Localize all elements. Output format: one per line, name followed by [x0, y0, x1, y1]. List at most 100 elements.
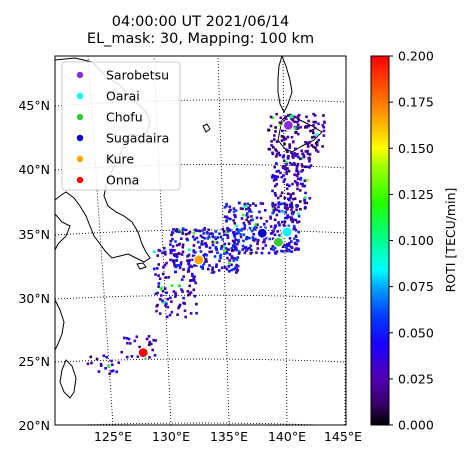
roti-point [233, 245, 237, 248]
roti-point [99, 362, 103, 366]
roti-point [277, 202, 280, 206]
station-marker-chofu [272, 236, 284, 248]
roti-point [305, 142, 309, 145]
roti-point [293, 227, 296, 230]
roti-point [233, 213, 236, 217]
roti-point [176, 313, 179, 316]
roti-point [317, 138, 320, 142]
roti-point [305, 124, 308, 128]
roti-point [178, 305, 181, 308]
roti-point [169, 258, 172, 262]
roti-point [312, 120, 315, 124]
roti-point [286, 214, 289, 217]
roti-point [309, 129, 312, 133]
parallel-50 [55, 36, 346, 45]
roti-point [286, 192, 290, 195]
roti-point [293, 163, 297, 166]
roti-point [307, 156, 311, 160]
roti-point [300, 149, 303, 153]
roti-point [199, 250, 203, 253]
roti-point [189, 312, 193, 315]
roti-point [229, 208, 232, 212]
roti-point [272, 209, 276, 212]
roti-point [280, 249, 283, 253]
roti-point [271, 116, 275, 119]
roti-point [288, 146, 291, 149]
roti-point [306, 165, 309, 169]
roti-point [273, 233, 277, 237]
legend-marker-onna [76, 176, 84, 184]
roti-point [252, 202, 255, 205]
roti-point [211, 232, 214, 236]
roti-point [229, 217, 232, 221]
roti-point [289, 194, 293, 197]
roti-point [275, 250, 279, 253]
lon-label-145: 145°E [324, 429, 362, 444]
island-coast [202, 123, 211, 133]
roti-point [201, 229, 205, 232]
legend-label-kure: Kure [106, 152, 134, 167]
roti-point [239, 228, 242, 232]
roti-point [228, 205, 232, 208]
roti-point [255, 226, 258, 229]
roti-point [90, 361, 93, 365]
lon-label-130: 130°E [152, 429, 190, 444]
roti-point [272, 145, 275, 149]
roti-point [296, 183, 299, 187]
roti-point [315, 149, 318, 152]
china-coast-south [55, 299, 65, 351]
roti-point [271, 152, 275, 156]
roti-point [164, 253, 167, 256]
roti-point [245, 214, 248, 217]
station-marker-sarobetsu [282, 119, 294, 131]
roti-point [304, 196, 307, 199]
roti-point [274, 184, 277, 188]
roti-point [299, 200, 302, 203]
roti-point [129, 342, 132, 345]
roti-point [174, 293, 178, 297]
roti-point [271, 211, 274, 215]
roti-point [174, 229, 178, 233]
roti-point [256, 242, 259, 246]
roti-point [285, 160, 288, 164]
roti-point [225, 215, 228, 219]
roti-point [275, 155, 278, 158]
roti-point [286, 135, 290, 139]
roti-point [173, 249, 176, 252]
roti-point [174, 291, 177, 295]
roti-point [108, 372, 111, 376]
roti-point [239, 207, 243, 210]
roti-point [255, 216, 259, 220]
roti-point [170, 233, 173, 237]
legend-label-oarai: Oarai [106, 89, 140, 104]
roti-point [273, 218, 277, 222]
roti-point [293, 180, 297, 183]
roti-point [195, 311, 198, 315]
roti-point [187, 293, 190, 297]
roti-point [163, 246, 166, 250]
roti-point [224, 249, 227, 252]
roti-point [284, 165, 287, 168]
roti-point [157, 282, 161, 285]
roti-point [246, 215, 250, 219]
roti-point [233, 235, 237, 239]
roti-point [274, 224, 277, 227]
roti-point [175, 259, 179, 262]
colorbar-tick-label: 0.150 [398, 141, 434, 156]
roti-point [177, 243, 181, 247]
roti-point [246, 212, 249, 215]
roti-point [280, 175, 284, 179]
roti-point [184, 228, 187, 232]
roti-point [287, 154, 290, 158]
roti-point [227, 242, 231, 245]
roti-point [249, 252, 252, 255]
roti-point [152, 338, 155, 342]
colorbar: 0.000 0.025 0.050 0.075 0.100 0.125 0.150 0.175… [370, 49, 458, 433]
roti-point [299, 157, 302, 161]
roti-point [181, 230, 184, 233]
roti-point [191, 272, 194, 276]
roti-point [293, 197, 297, 200]
roti-point [241, 244, 245, 248]
roti-point [216, 251, 219, 254]
roti-point [286, 183, 289, 186]
